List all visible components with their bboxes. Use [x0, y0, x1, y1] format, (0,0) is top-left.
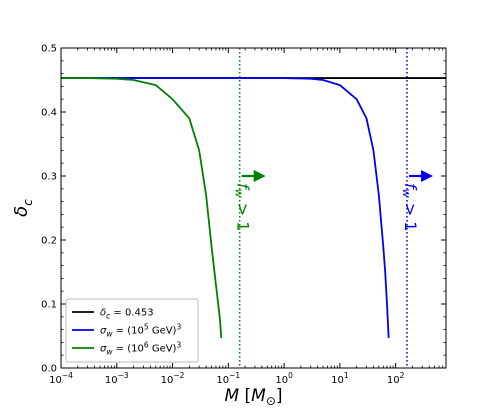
- annotation-arrow-head-1: [421, 170, 434, 182]
- series-layer: [61, 77, 446, 338]
- axis-label-layer: M [M⊙] δc: [11, 199, 283, 408]
- y-axis-label: δc: [11, 199, 35, 217]
- y-tick-label: 0.4: [41, 108, 57, 119]
- x-tick-label: 10−3: [105, 371, 129, 386]
- annotation-label-0: fw > 1: [233, 183, 253, 231]
- y-tick-label: 0.1: [41, 300, 57, 311]
- legend-box: [65, 298, 199, 363]
- x-tick-label: 101: [331, 371, 349, 386]
- legend-label-2: σw = (106 GeV)3: [100, 341, 181, 357]
- legend-label-0: δc = 0.453: [100, 308, 154, 321]
- x-axis-label: M [M⊙]: [224, 386, 282, 408]
- plot-frame: [60, 47, 447, 369]
- annotation-arrow-head-0: [253, 170, 266, 182]
- y-tick-label: 0.5: [41, 44, 57, 55]
- series-line-2: [61, 77, 223, 338]
- annotation-layer: fw > 1 fw > 1: [233, 170, 434, 231]
- x-tick-label: 10−4: [49, 371, 73, 386]
- vline-layer: [238, 48, 408, 368]
- series-line-1: [61, 77, 390, 338]
- annotation-label-1: fw > 1: [401, 183, 421, 231]
- legend: δc = 0.453 σw = (105 GeV)3 σw = (106 GeV)3: [65, 298, 199, 363]
- x-tick-label: 10−2: [161, 371, 185, 386]
- x-tick-label: 102: [387, 371, 405, 386]
- tick-layer: 10−4 10−3 10−2 10−1 100 101 102 0.0 0.1 0.2 0.3 0.4…: [41, 44, 447, 386]
- y-tick-label: 0.2: [41, 236, 57, 247]
- x-tick-label: 10−1: [216, 371, 240, 386]
- legend-label-1: σw = (105 GeV)3: [100, 323, 181, 339]
- x-tick-label: 100: [275, 371, 293, 386]
- y-tick-label: 0.0: [41, 364, 57, 375]
- y-tick-label: 0.3: [41, 172, 57, 183]
